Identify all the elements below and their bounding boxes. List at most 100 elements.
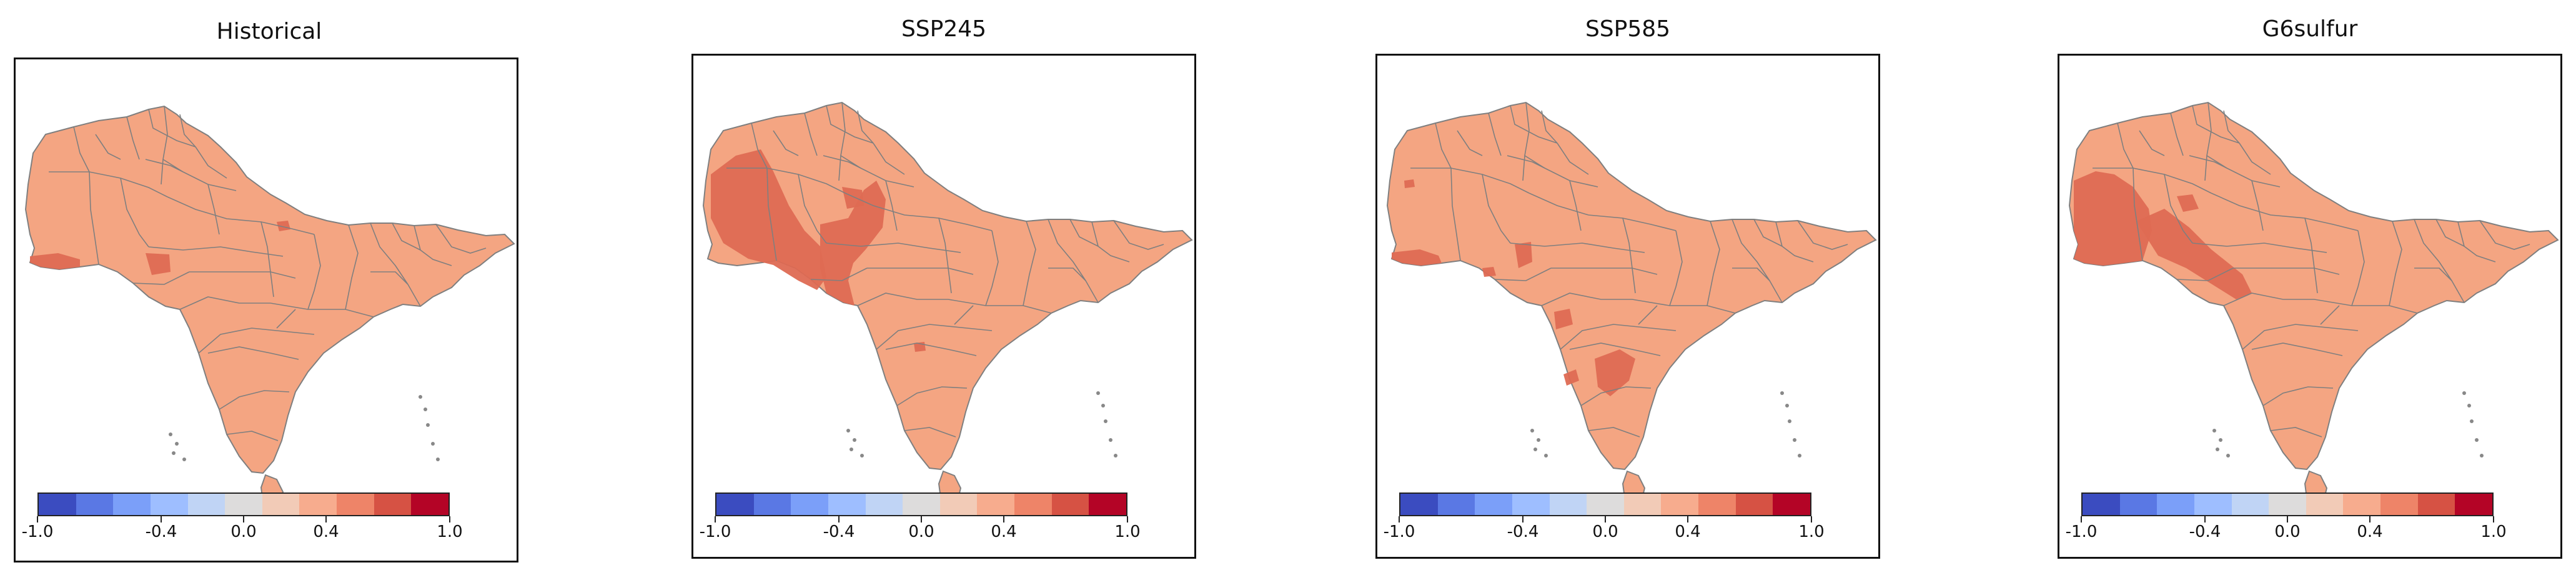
district-border [1457,130,1483,156]
district-border [1557,142,1589,175]
district-border [1507,155,1545,169]
colorbar-segment [39,494,76,515]
colorbar-segment [150,494,188,515]
district-border [1707,221,1720,306]
island [431,442,435,446]
colorbar-segment [903,494,940,515]
island [1104,419,1107,423]
island [860,454,864,458]
district-border [1560,324,1677,350]
colorbar-tick-mark [2369,516,2370,522]
colorbar-segment [1587,494,1624,515]
island [1114,454,1117,458]
colorbar-segment [1051,494,1089,515]
anomaly-patch [711,149,826,290]
colorbar-segment [2455,494,2493,515]
anomaly-patch [1554,309,1573,329]
district-border [1048,268,1099,303]
colorbar-segment [1698,494,1736,515]
island [182,458,186,461]
colorbar-tick-mark [1127,516,1128,522]
colorbar-segment [2343,494,2381,515]
district-border [2389,221,2402,306]
island [850,448,853,451]
district-border [1580,386,1652,406]
district-border [207,346,299,360]
island [2212,429,2216,432]
colorbar-tick-mark [449,516,450,522]
island [2470,419,2474,423]
colorbar-segment [1089,494,1127,515]
colorbar-tick-mark [2287,516,2288,522]
district-border [1669,230,1683,306]
district-border [307,234,321,310]
colorbar-segment [2269,494,2306,515]
colorbar-tick-label: 0.4 [313,522,339,541]
district-border [1775,221,1814,262]
district-border [2414,219,2452,281]
colorbar-tick-mark [161,516,162,522]
panel-title: SSP585 [1585,16,1671,42]
colorbar-tick-label: 1.0 [1798,522,1825,541]
island [1544,454,1548,458]
district-border [89,171,99,265]
colorbar-tick-label: 0.0 [2274,522,2301,541]
south-asia-map [2068,101,2559,507]
district-border [1488,112,1502,156]
panel-ssp245: SSP245 -1.0 -0.4 0.0 0.4 1.0 [678,0,1302,580]
colorbar-tick-mark [1399,516,1400,522]
colorbar-tick-mark [715,516,716,522]
district-border [1494,268,1552,281]
island [1785,404,1789,408]
anomaly-patch [277,221,290,231]
colorbar-segment [1437,494,1475,515]
colorbar-segment [2083,494,2120,515]
district-border [2176,268,2234,281]
colorbar-segment [977,494,1015,515]
district-border [126,116,140,160]
district-border [2242,324,2359,350]
island [2226,454,2230,458]
colorbar-segment [791,494,828,515]
anomaly-patch [146,253,171,275]
colorbar [715,492,1127,516]
district-border [414,225,452,266]
district-border [804,112,818,156]
colorbar-tick-label: 1.0 [2480,522,2507,541]
colorbar-ticks: -1.0 -0.4 0.0 0.4 1.0 [22,516,463,541]
colorbar-segment [753,494,791,515]
district-border [873,142,905,175]
colorbar-segment [374,494,412,515]
colorbar-tick-mark [1003,516,1004,522]
island [436,458,440,461]
island [169,432,172,436]
island [1798,454,1801,458]
colorbar-ticks: -1.0 -0.4 0.0 0.4 1.0 [1384,516,1825,541]
colorbar-tick-label: -1.0 [21,522,54,541]
colorbar-segment [299,494,337,515]
panel-historical: Historical -1.0 -0.4 0.0 0.4 1.0 [0,0,625,580]
colorbar-segment [411,494,449,515]
colorbar-tick-label: 1.0 [1114,522,1141,541]
district-border [276,309,296,329]
district-border [2239,142,2271,175]
district-border [1069,219,1099,247]
anomaly-patch [820,181,886,306]
colorbar [37,492,450,516]
colorbar-segment [2380,494,2418,515]
district-border [1524,155,1598,188]
district-border [370,271,421,307]
colorbar-segment [2194,494,2232,515]
district-border [2206,155,2281,188]
district-border [179,114,196,148]
colorbar-tick-label: -1.0 [2065,522,2098,541]
map-frame: -1.0 -0.4 0.0 0.4 1.0 [691,54,1196,559]
district-border [392,222,421,251]
district-border [1435,122,1452,169]
colorbar-segment [1623,494,1662,515]
colorbar-segment [1475,494,1512,515]
district-border [1510,105,1558,144]
colorbar-segment [187,494,225,515]
colorbar-segment [337,494,374,515]
district-border [2117,122,2134,169]
